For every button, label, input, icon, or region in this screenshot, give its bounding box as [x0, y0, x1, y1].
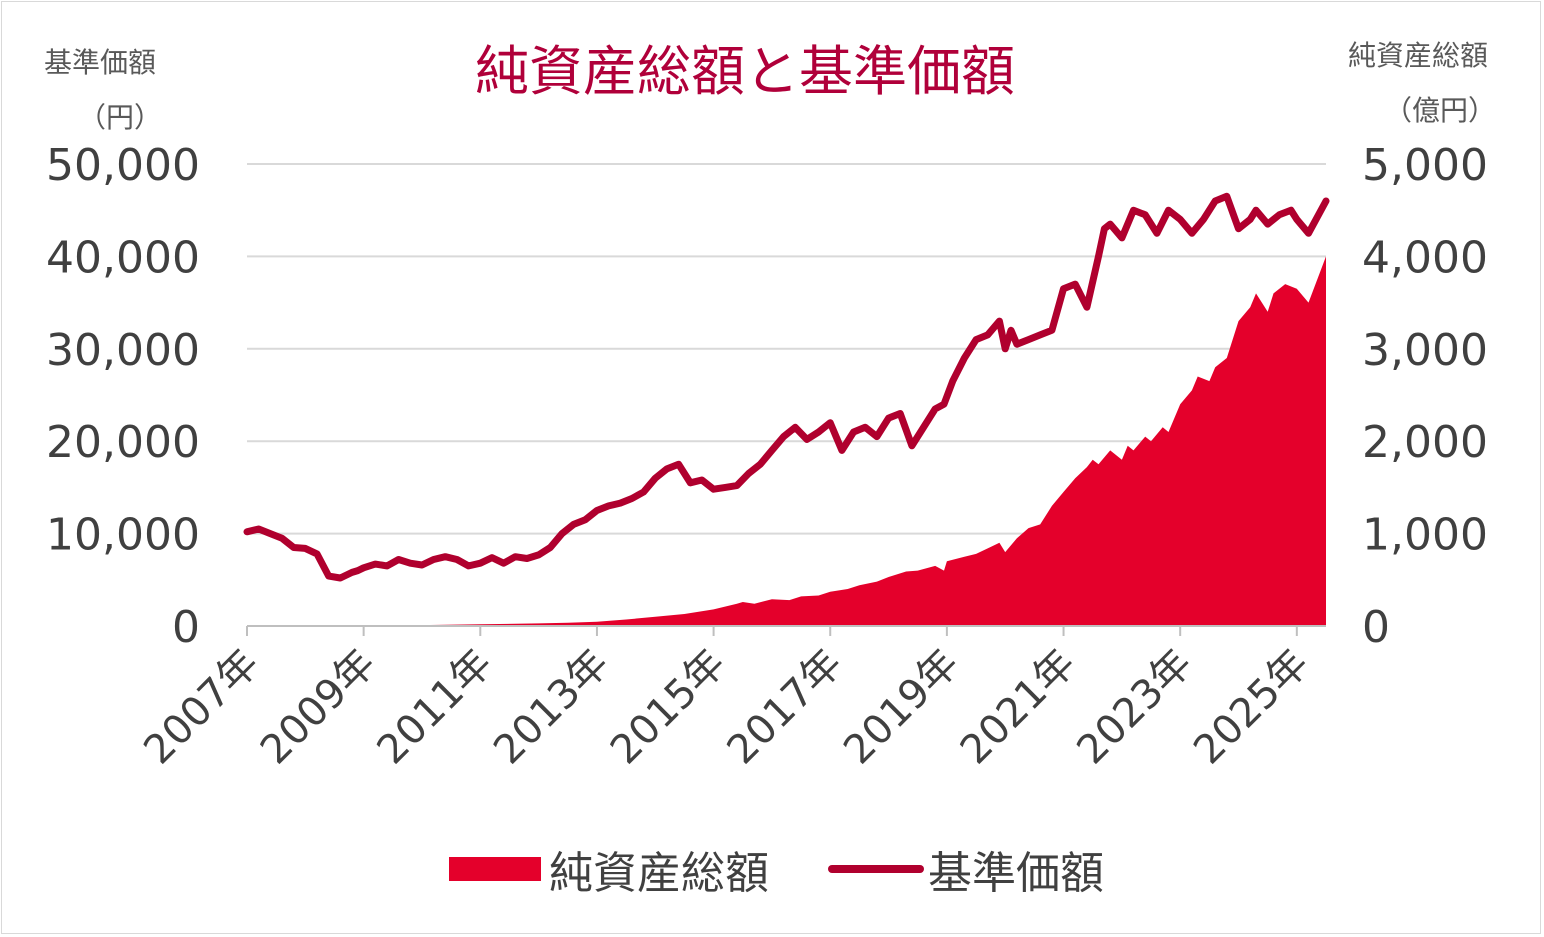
net-assets-area: [247, 256, 1326, 626]
x-axis-tick: 2025年: [1185, 641, 1318, 774]
legend-label-net-assets: 純資産総額: [549, 848, 769, 899]
left-axis-tick: 40,000: [46, 232, 200, 283]
right-axis-tick: 1,000: [1362, 510, 1488, 561]
nav-line-path: [243, 192, 1330, 582]
nav-line: [243, 192, 1330, 582]
x-axis-tick: 2013年: [485, 641, 618, 774]
right-axis-tick: 3,000: [1362, 325, 1488, 376]
x-axis-tick: 2007年: [135, 641, 268, 774]
x-axis-tick: 2015年: [602, 641, 735, 774]
x-axis-tick: 2017年: [719, 641, 852, 774]
left-axis-tick: 30,000: [46, 325, 200, 376]
left-axis-tick: 10,000: [46, 510, 200, 561]
x-axis-tick: 2019年: [835, 641, 968, 774]
x-axis-tick: 2011年: [369, 641, 502, 774]
left-axis-tick: 50,000: [46, 140, 200, 191]
right-axis-tick: 5,000: [1362, 140, 1488, 191]
x-axis-tick: 2021年: [952, 641, 1085, 774]
right-axis-title: 純資産総額: [1348, 39, 1488, 72]
legend-label-nav: 基準価額: [928, 848, 1104, 899]
left-axis-tick: 20,000: [46, 417, 200, 468]
right-axis-tick: 0: [1362, 602, 1390, 653]
legend: 純資産総額 基準価額: [449, 848, 1104, 899]
left-axis-tick: 0: [172, 602, 200, 653]
legend-swatch-net-assets: [449, 857, 541, 881]
right-axis-tick: 2,000: [1362, 417, 1488, 468]
x-axis-tick: 2023年: [1068, 641, 1201, 774]
x-axis-tick: 2009年: [252, 641, 385, 774]
left-axis-unit: （円）: [78, 101, 162, 134]
net-assets-area-path: [247, 256, 1326, 626]
left-axis-title: 基準価額: [44, 46, 156, 79]
right-axis-unit: （億円）: [1384, 94, 1496, 127]
chart-title: 純資産総額と基準価額: [475, 40, 1015, 103]
right-axis-tick: 4,000: [1362, 232, 1488, 283]
